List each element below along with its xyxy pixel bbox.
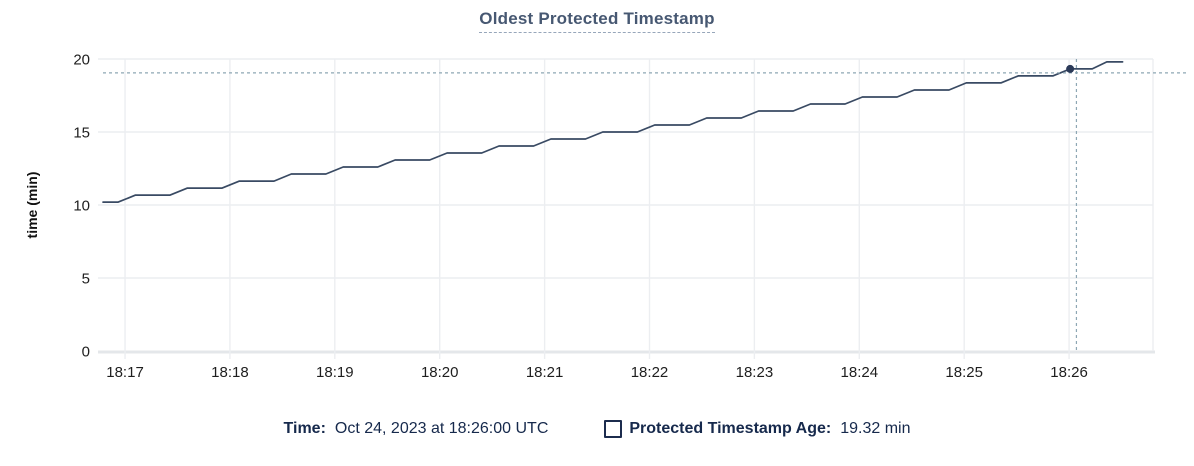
y-tick-label: 5 [82, 271, 90, 288]
legend-series-group: Protected Timestamp Age: 19.32 min [604, 420, 910, 438]
chart-title[interactable]: Oldest Protected Timestamp [479, 9, 715, 33]
legend-time-value: Oct 24, 2023 at 18:26:00 UTC [334, 420, 549, 437]
legend-series-label: Protected Timestamp Age: [629, 420, 832, 437]
hover-dot [1066, 64, 1075, 73]
x-tick-label: 18:25 [945, 364, 983, 381]
chart-title-row: Oldest Protected Timestamp [0, 9, 1194, 33]
x-tick-label: 18:19 [316, 364, 354, 381]
y-tick-label: 10 [73, 198, 90, 215]
x-tick-label: 18:18 [211, 364, 249, 381]
x-tick-label: 18:21 [526, 364, 564, 381]
x-tick-label: 18:26 [1050, 364, 1088, 381]
y-tick-label: 15 [73, 125, 90, 142]
series-line-protected-timestamp-age [102, 61, 1124, 203]
legend-time-group: Time: Oct 24, 2023 at 18:26:00 UTC [284, 420, 549, 438]
x-tick-label: 18:22 [631, 364, 669, 381]
x-tick-label: 18:24 [841, 364, 879, 381]
legend-series-value: 19.32 min [840, 420, 911, 437]
y-tick-label: 0 [82, 344, 90, 361]
series-swatch-checkbox-icon[interactable] [604, 420, 623, 438]
x-tick-label: 18:23 [736, 364, 774, 381]
legend-time-label: Time: [283, 420, 326, 437]
x-tick-label: 18:20 [421, 364, 459, 381]
x-tick-label: 18:17 [106, 364, 144, 381]
timeseries-plot-area[interactable]: 0 5 10 15 20 18:17 18:18 18:19 18:20 18:21 18:22 18… [0, 0, 1194, 400]
chart-hover-legend: Time: Oct 24, 2023 at 18:26:00 UTC Prote… [0, 420, 1194, 438]
y-tick-label: 20 [73, 52, 90, 69]
